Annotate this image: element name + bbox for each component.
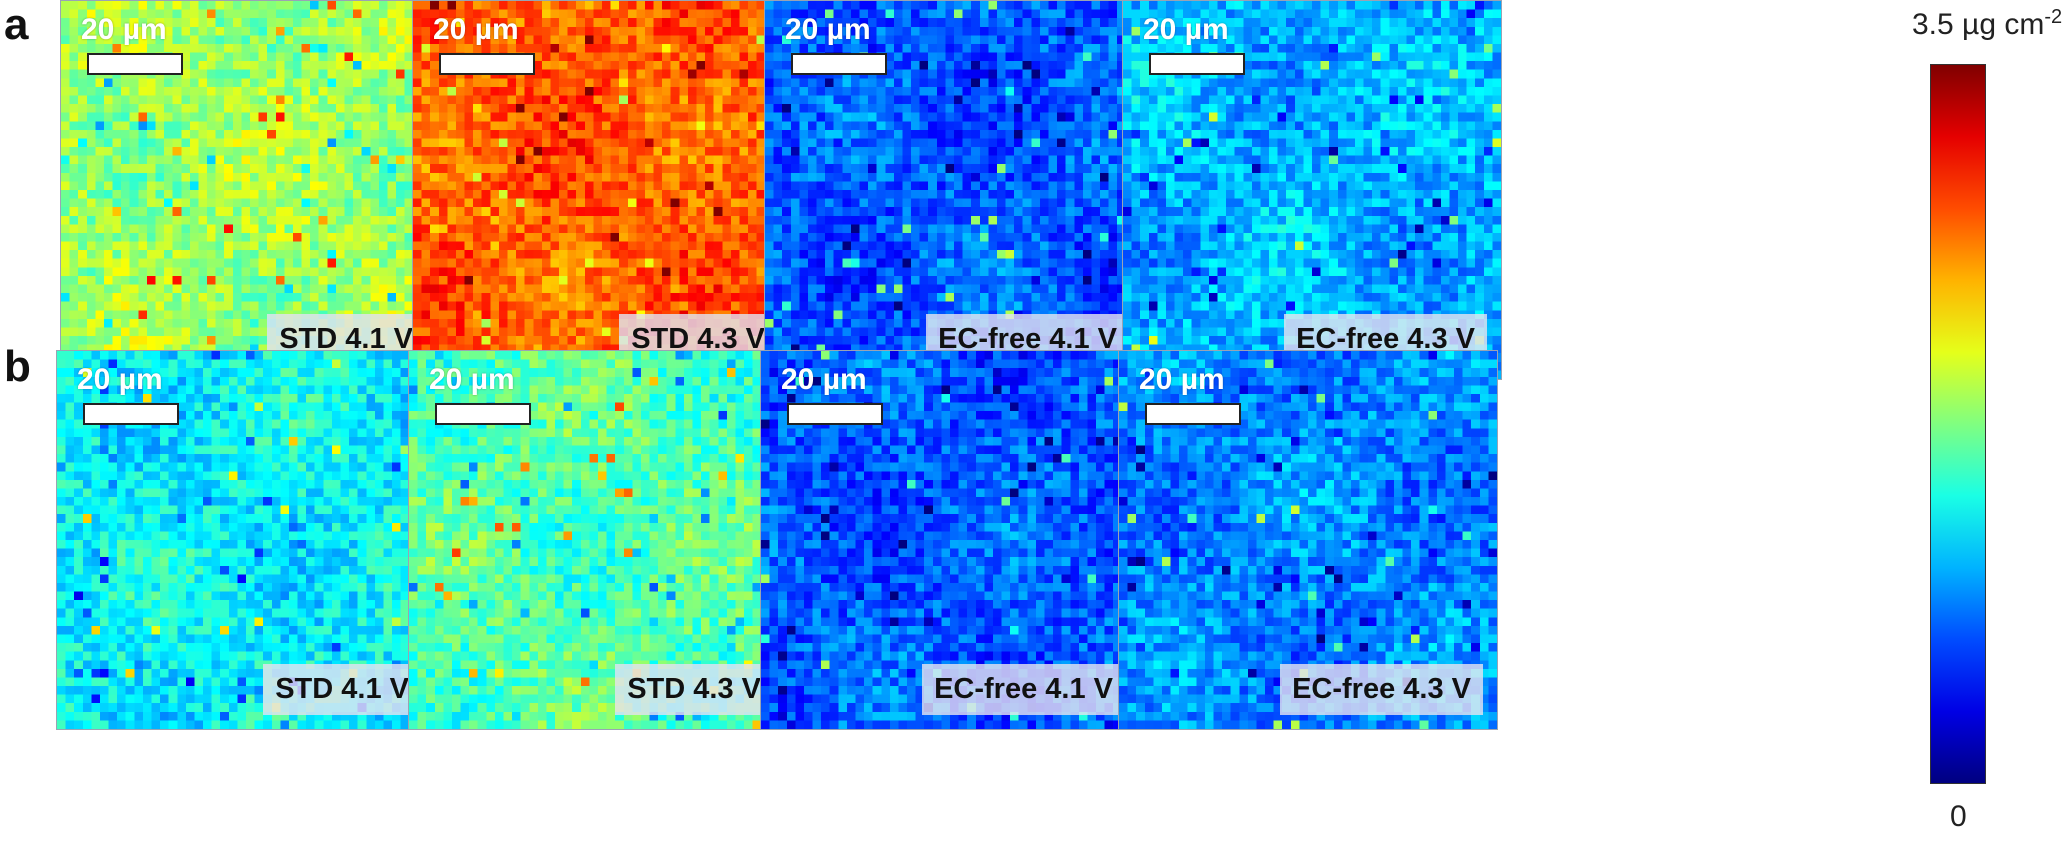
- scale-bar-label: 20 µm: [429, 363, 515, 396]
- scale-bar: [435, 403, 531, 425]
- colorbar-min-label: 0: [1950, 800, 1967, 833]
- heatmap-panel: 20 µm STD 4.1 V: [56, 350, 436, 730]
- heatmap-panel: 20 µm EC-free 4.1 V: [760, 350, 1140, 730]
- scale-bar: [1145, 403, 1241, 425]
- scale-bar: [87, 53, 183, 75]
- colorbar: [1930, 64, 1986, 784]
- panel-label: STD 4.1 V: [263, 664, 421, 715]
- scale-bar: [1149, 53, 1245, 75]
- row-label-a: a: [4, 0, 29, 49]
- scale-bar-label: 20 µm: [1139, 363, 1225, 396]
- heatmap-panel: 20 µm STD 4.3 V: [408, 350, 788, 730]
- heatmap-panel: 20 µm EC-free 4.3 V: [1118, 350, 1498, 730]
- scale-bar: [83, 403, 179, 425]
- panel-label: STD 4.3 V: [615, 664, 773, 715]
- scale-bar-label: 20 µm: [81, 13, 167, 46]
- panel-label: EC-free 4.1 V: [922, 664, 1125, 715]
- scale-bar: [791, 53, 887, 75]
- heatmap-panel: 20 µm EC-free 4.3 V: [1122, 0, 1502, 380]
- colorbar-max-text: 3.5 µg cm: [1912, 8, 2045, 41]
- scale-bar-label: 20 µm: [433, 13, 519, 46]
- scale-bar-label: 20 µm: [781, 363, 867, 396]
- colorbar-max-label: 3.5 µg cm-2: [1912, 6, 2062, 42]
- scale-bar: [787, 403, 883, 425]
- colorbar-max-exponent: -2: [2044, 6, 2063, 28]
- heatmap-panel: 20 µm STD 4.3 V: [412, 0, 792, 380]
- scale-bar-label: 20 µm: [1143, 13, 1229, 46]
- heatmap-panel: 20 µm EC-free 4.1 V: [764, 0, 1144, 380]
- scale-bar-label: 20 µm: [77, 363, 163, 396]
- scale-bar: [439, 53, 535, 75]
- panel-label: EC-free 4.3 V: [1280, 664, 1483, 715]
- row-label-b: b: [4, 342, 31, 391]
- scale-bar-label: 20 µm: [785, 13, 871, 46]
- heatmap-panel: 20 µm STD 4.1 V: [60, 0, 440, 380]
